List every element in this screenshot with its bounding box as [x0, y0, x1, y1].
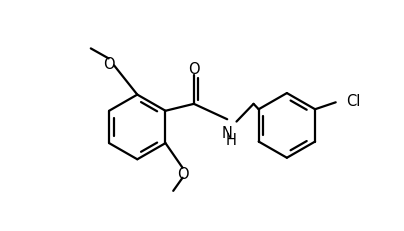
- Text: Cl: Cl: [346, 94, 360, 109]
- Text: O: O: [177, 167, 189, 182]
- Text: H: H: [226, 133, 236, 148]
- Text: O: O: [103, 56, 114, 71]
- Text: O: O: [188, 62, 200, 77]
- Text: N: N: [222, 126, 233, 141]
